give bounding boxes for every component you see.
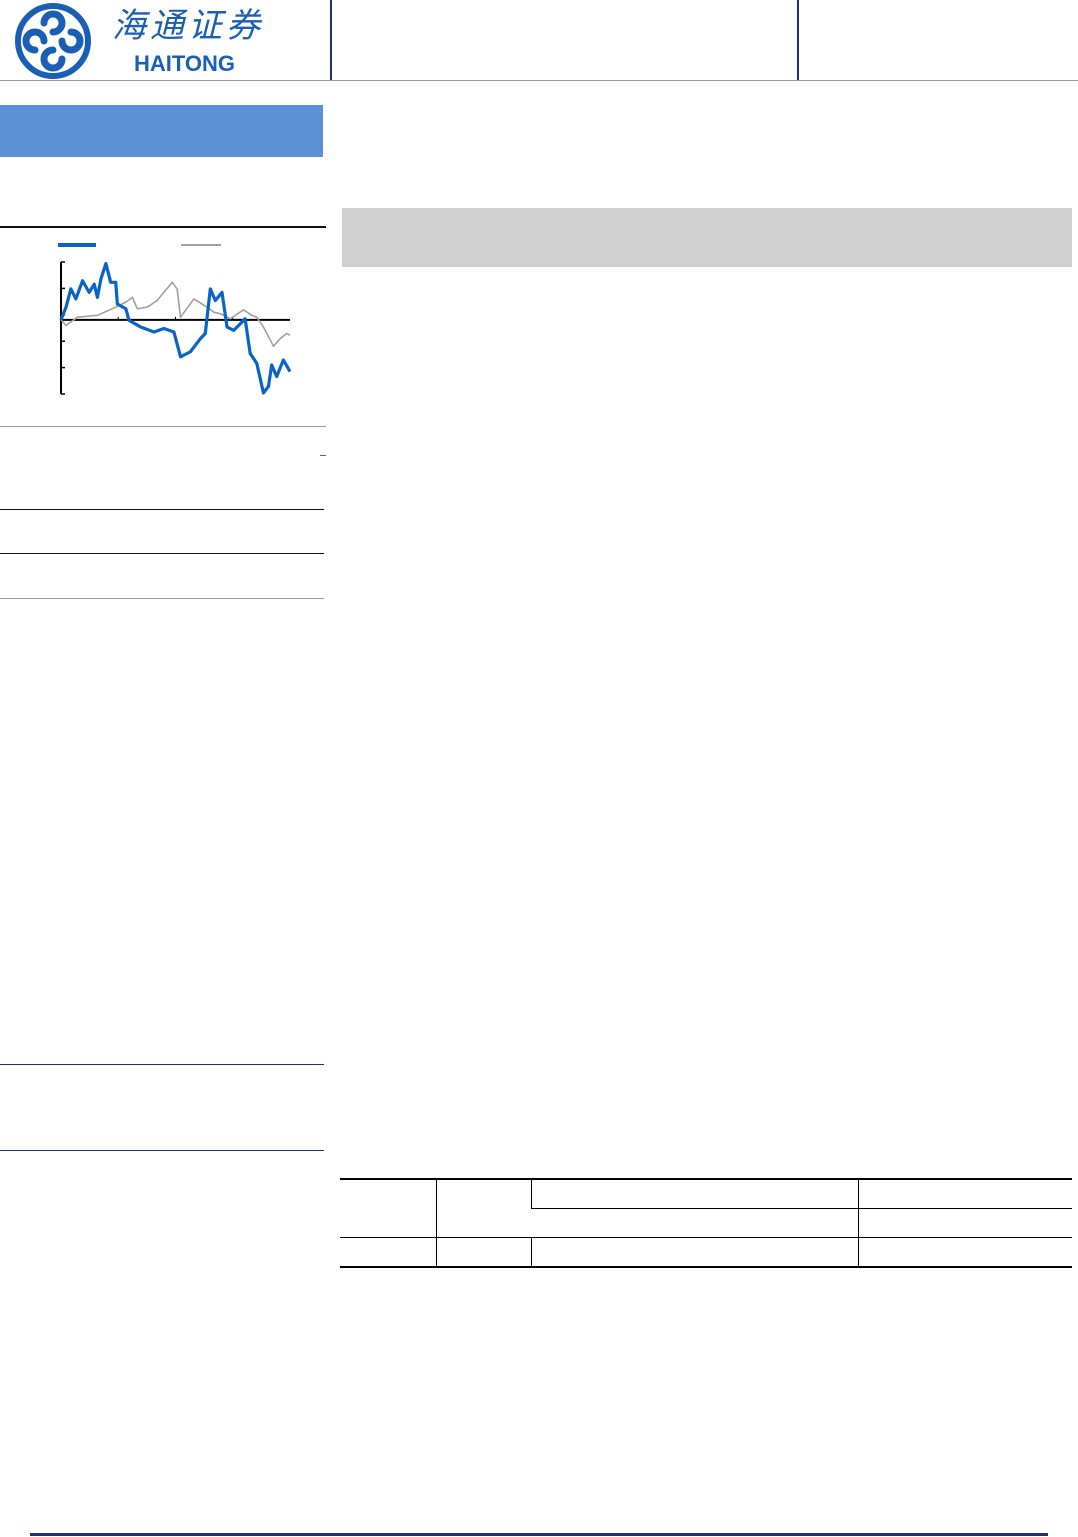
table-cell	[858, 1237, 1072, 1268]
table-cell	[531, 1237, 859, 1268]
footer-rule	[30, 1533, 1048, 1536]
table-row	[340, 1237, 1072, 1268]
summary-box	[342, 208, 1072, 267]
table-cell	[858, 1208, 1072, 1238]
stock-series-line	[59, 261, 292, 395]
divider	[0, 509, 324, 510]
table-cell	[340, 1178, 437, 1238]
table-cell	[436, 1237, 532, 1268]
header-rule	[0, 80, 1078, 81]
divider	[0, 1150, 324, 1151]
divider	[0, 598, 324, 599]
table-row	[340, 1178, 1072, 1238]
header-divider	[797, 0, 799, 80]
data-table	[340, 1178, 1072, 1268]
rating-banner	[0, 105, 323, 157]
table-cell	[340, 1237, 437, 1268]
divider	[0, 553, 324, 554]
header-divider	[330, 0, 332, 80]
logo-text-cn: 海通证券	[112, 6, 264, 46]
logo-text-en: HAITONG	[134, 51, 236, 76]
table-cell	[858, 1178, 1072, 1209]
haitong-logo-emblem	[15, 3, 91, 79]
divider	[0, 426, 326, 427]
price-performance-chart	[58, 243, 292, 395]
table-cell	[436, 1178, 532, 1238]
table-cell	[531, 1178, 859, 1209]
table-row	[340, 1208, 1072, 1238]
divider-mark	[320, 455, 326, 456]
divider	[0, 1064, 324, 1065]
chart-top-rule	[0, 226, 326, 228]
table-cell	[531, 1208, 859, 1238]
